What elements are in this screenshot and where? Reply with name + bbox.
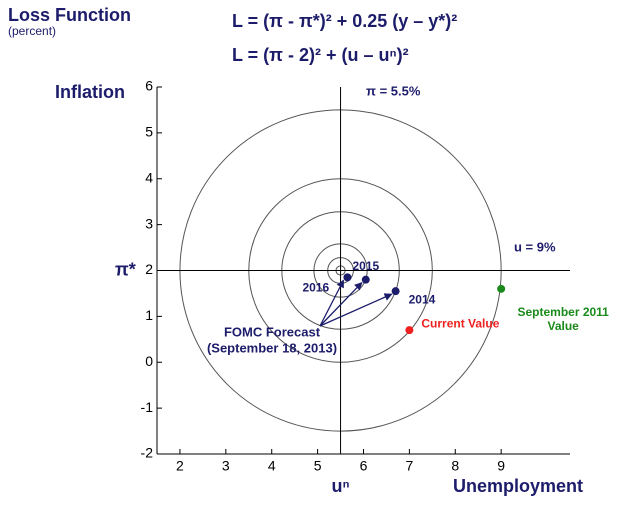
- tick: -2: [141, 445, 154, 461]
- tick: 3: [222, 458, 230, 474]
- tick: 8: [451, 458, 459, 474]
- y-axis-label: Inflation: [55, 82, 125, 102]
- arrow: [319, 279, 345, 327]
- arrow: [319, 281, 363, 327]
- point: [497, 284, 506, 293]
- point-label: 2014: [409, 292, 436, 306]
- forecast-label: (September 18, 2013): [207, 340, 337, 355]
- annotation: π = 5.5%: [366, 83, 421, 98]
- chart-subtitle: (percent): [8, 24, 56, 38]
- center-x-label: uⁿ: [331, 476, 349, 496]
- point-label: 2015: [352, 259, 379, 273]
- tick: 1: [145, 307, 153, 323]
- equation: L = (π - π*)² + 0.25 (y – y*)²: [232, 11, 457, 31]
- tick: 2: [176, 458, 184, 474]
- tick: 5: [314, 458, 322, 474]
- tick: 4: [268, 458, 276, 474]
- point: [343, 273, 352, 282]
- annotation: u = 9%: [514, 239, 556, 254]
- tick: 3: [145, 215, 153, 231]
- tick: 2: [145, 261, 153, 277]
- tick: 7: [405, 458, 413, 474]
- center-y-label: π*: [115, 259, 136, 279]
- tick: -1: [141, 399, 154, 415]
- point-label: Value: [547, 319, 579, 333]
- tick: 9: [497, 458, 505, 474]
- chart-title: Loss Function: [8, 5, 131, 25]
- tick: 6: [145, 78, 153, 94]
- equation: L = (π - 2)² + (u – uⁿ)²: [232, 45, 409, 65]
- point-label: Current Value: [421, 316, 499, 330]
- point-label: 2016: [302, 281, 329, 295]
- forecast-label: FOMC Forecast: [224, 324, 321, 339]
- tick: 5: [145, 124, 153, 140]
- tick: 6: [360, 458, 368, 474]
- point: [361, 275, 370, 284]
- tick: 0: [145, 353, 153, 369]
- arrow: [319, 293, 393, 327]
- tick: 4: [145, 169, 153, 185]
- point-label: September 2011: [517, 305, 609, 319]
- x-axis-label: Unemployment: [453, 476, 583, 496]
- point: [391, 287, 400, 296]
- point: [405, 326, 414, 335]
